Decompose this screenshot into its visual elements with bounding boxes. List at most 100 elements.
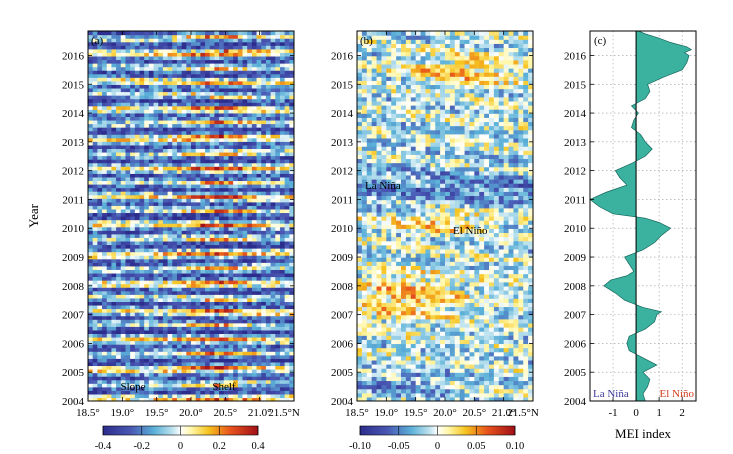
heatmap-cell [181,322,187,327]
heatmap-cell [261,272,267,278]
heatmap-cell [214,198,220,203]
heatmap-cell [106,31,113,36]
heatmap-cell [88,187,94,192]
heatmap-cell [200,194,206,199]
heatmap-cell [167,297,173,302]
heatmap-cell [265,205,272,210]
heatmap-cell [205,130,211,135]
heatmap-cell [233,119,239,125]
heatmap-cell [261,276,267,281]
heatmap-cell [228,351,234,356]
heatmap-cell [256,63,262,68]
heatmap-cell [153,162,159,167]
heatmap-cell [219,354,225,359]
heatmap-cell [275,290,281,295]
heatmap-cell [256,80,262,85]
heatmap-cell [289,109,294,114]
heatmap-cell [176,308,183,313]
heatmap-cell [223,233,230,238]
heatmap-cell [88,265,94,270]
heatmap-cell [261,226,267,231]
heatmap-cell [247,326,253,331]
heatmap-cell [270,98,276,103]
heatmap-cell [261,194,267,199]
heatmap-cell [106,159,113,164]
heatmap-cell [445,384,451,390]
heatmap-cell [153,151,159,157]
heatmap-cell [209,137,216,142]
heatmap-cell [102,336,108,342]
heatmap-cell [167,77,173,82]
heatmap-cell [130,361,136,367]
heatmap-cell [144,112,150,117]
heatmap-cell [247,244,253,249]
heatmap-cell [265,290,272,295]
heatmap-cell [120,244,127,249]
heatmap-cell [270,102,276,107]
heatmap-cell [191,148,197,153]
heatmap-cell [284,308,290,313]
heatmap-cell [158,134,164,139]
heatmap-cell [493,376,500,382]
heatmap-cell [289,393,294,399]
heatmap-cell [279,258,286,263]
heatmap-cell [219,87,225,93]
heatmap-cell [284,379,290,384]
heatmap-cell [219,208,225,214]
heatmap-cell [247,240,253,246]
heatmap-cell [130,237,136,242]
heatmap-cell [158,102,164,107]
heatmap-cell [111,358,117,363]
heatmap-cell [158,180,164,185]
heatmap-cell [275,280,281,285]
heatmap-cell [97,294,103,299]
heatmap-cell [88,159,94,164]
heatmap-cell [214,262,220,267]
heatmap-cell [237,137,244,142]
heatmap-cell [279,141,286,146]
heatmap-cell [92,63,98,68]
heatmap-cell [386,368,392,373]
heatmap-cell [92,98,98,103]
heatmap-cell [469,388,475,394]
heatmap-cell [279,180,286,185]
heatmap-cell [144,322,150,327]
heatmap-cell [242,52,248,57]
heatmap-cell [144,226,150,231]
heatmap-cell [111,70,117,75]
heatmap-cell [275,340,281,345]
heatmap-cell [111,322,117,327]
heatmap-cell [270,73,276,78]
heatmap-cell [205,383,211,388]
heatmap-cell [275,45,281,50]
heatmap-cell [251,226,258,231]
heatmap-cell [205,287,211,292]
heatmap-cell [205,169,211,174]
heatmap-cell [191,95,197,100]
heatmap-cell [256,130,262,135]
heatmap-cell [242,155,248,160]
heatmap-cell [92,248,98,253]
heatmap-cell [167,201,173,206]
heatmap-cell [256,55,262,61]
heatmap-cell [214,322,220,327]
heatmap-cell [125,155,131,160]
heatmap-cell [134,41,141,46]
heatmap-cell [134,322,141,327]
heatmap-cell [176,31,183,36]
heatmap-cell [181,84,187,89]
heatmap-cell [181,194,187,199]
heatmap-cell [256,379,262,384]
heatmap-cell [106,276,113,281]
heatmap-cell [144,176,150,182]
heatmap-cell [223,176,230,182]
heatmap-cell [237,358,244,363]
heatmap-cell [233,38,239,43]
heatmap-cell [162,304,169,310]
heatmap-cell [247,130,253,135]
heatmap-cell [125,272,131,278]
heatmap-cell [116,358,122,363]
heatmap-cell [134,98,141,103]
heatmap-cell [279,91,286,96]
heatmap-cell [195,70,201,75]
